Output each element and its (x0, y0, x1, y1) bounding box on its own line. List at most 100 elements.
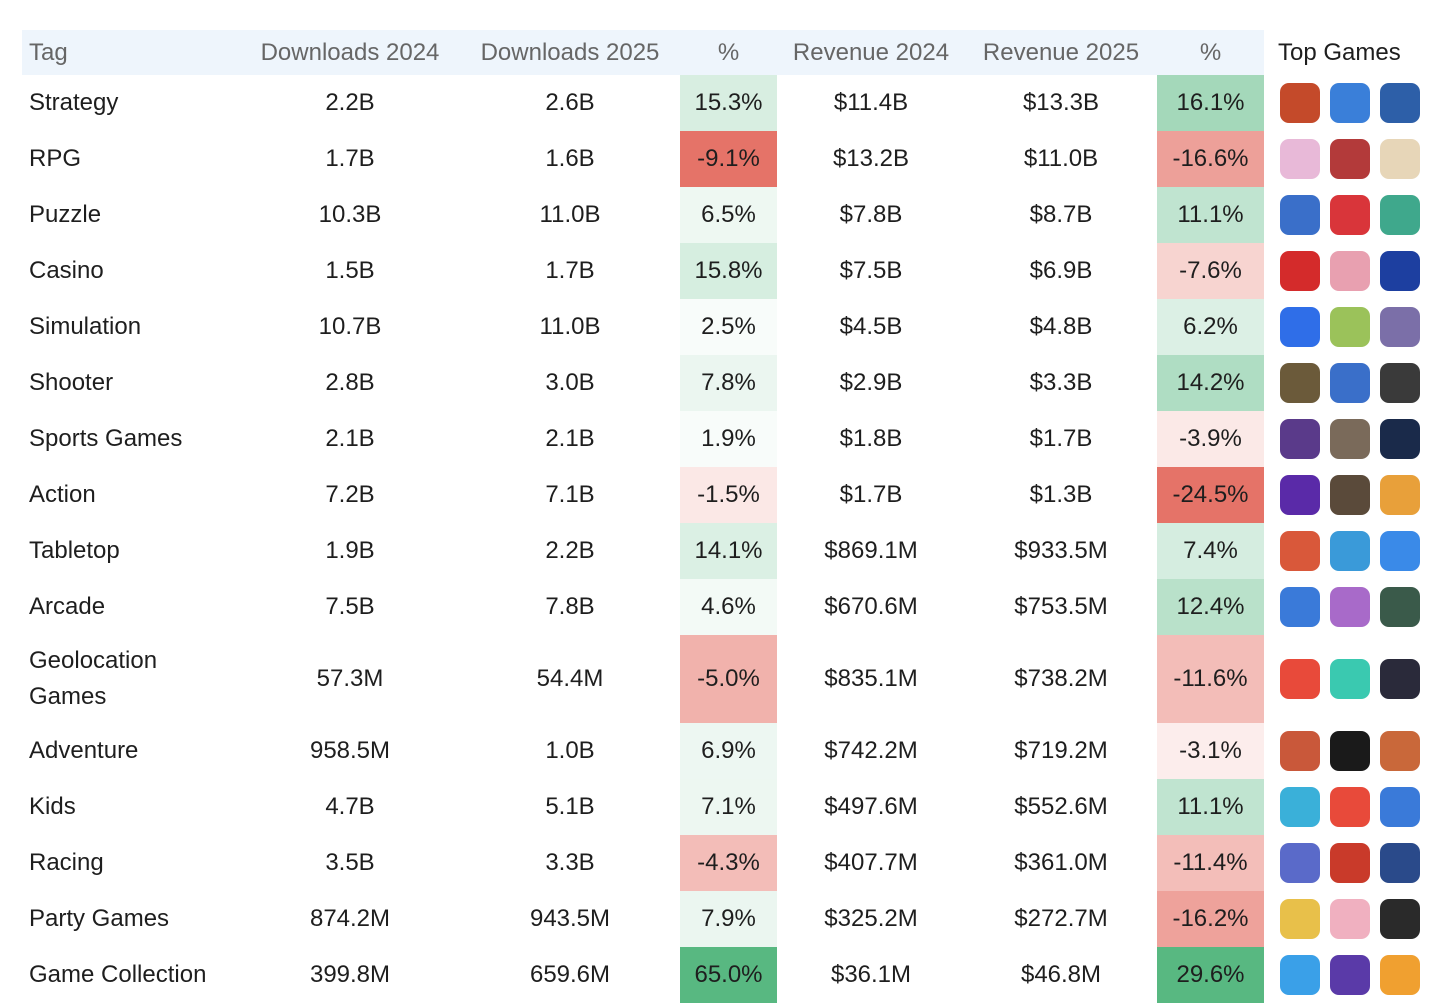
value-cell: 7.5B (325, 593, 375, 620)
value-cell: 2.1B (325, 425, 375, 452)
icon-row (1280, 587, 1429, 627)
icon-row (1280, 195, 1429, 235)
table-row: Arcade 7.5B 7.8B 4.6% $670.6M $753.5M 12.4% (22, 579, 1429, 635)
value-cell: 5.1B (545, 793, 595, 820)
tag-cell: Casino (22, 243, 240, 299)
game-icon (1280, 955, 1320, 995)
header-cell: Downloads 2024 (240, 30, 460, 75)
top-games-cell (1264, 523, 1429, 579)
value-cell: 1.9B (325, 537, 375, 564)
top-games-cell (1264, 187, 1429, 243)
tag-text: Action (29, 481, 96, 508)
icon-row (1280, 307, 1429, 347)
value-cell: 7.8B (545, 593, 595, 620)
page: {"table": { "header": ["Tag", "Downloads… (22, 30, 1429, 1003)
header-cell: % (1157, 30, 1264, 75)
value-cell: $325.2M (824, 905, 918, 932)
tag-text: Adventure (29, 737, 139, 764)
value-cell: 659.6M (529, 961, 611, 988)
game-icon (1280, 307, 1320, 347)
value-cell: 15.8% (680, 243, 777, 299)
game-icon (1330, 139, 1370, 179)
value-cell: $742.2M (824, 737, 918, 764)
value-cell: $552.6M (1014, 793, 1108, 820)
icon-row (1280, 419, 1429, 459)
top-games-cell (1264, 355, 1429, 411)
game-icon (1380, 531, 1420, 571)
table-row: Kids 4.7B 5.1B 7.1% $497.6M $552.6M 11.1% (22, 779, 1429, 835)
tag-cell: RPG (22, 131, 240, 187)
game-icon (1330, 587, 1370, 627)
top-games-cell (1264, 243, 1429, 299)
value-cell: 10.3B (318, 201, 382, 228)
value-cell: 1.6B (545, 145, 595, 172)
table-row: Party Games 874.2M 943.5M 7.9% $325.2M $272.7… (22, 891, 1429, 947)
table-row: Casino 1.5B 1.7B 15.8% $7.5B $6.9B -7.6% (22, 243, 1429, 299)
tag-cell: Sports Games (22, 411, 240, 467)
value-cell: $4.5B (839, 313, 903, 340)
table-row: Strategy 2.2B 2.6B 15.3% $11.4B $13.3B 16.1% (22, 75, 1429, 131)
game-icon (1330, 475, 1370, 515)
tag-cell: Shooter (22, 355, 240, 411)
game-icon (1380, 363, 1420, 403)
icon-row (1280, 731, 1429, 771)
value-cell: 1.7B (545, 257, 595, 284)
value-cell: 6.9% (680, 723, 777, 779)
game-icon (1380, 731, 1420, 771)
game-icon (1380, 955, 1420, 995)
game-icon (1330, 419, 1370, 459)
header-cell: Top Games (1264, 30, 1429, 75)
game-icon (1330, 899, 1370, 939)
game-icon (1280, 251, 1320, 291)
game-icon (1280, 363, 1320, 403)
value-cell: 3.0B (545, 369, 595, 396)
value-cell: -11.4% (1157, 835, 1264, 891)
value-cell: 2.8B (325, 369, 375, 396)
game-icon (1280, 731, 1320, 771)
tag-text: Strategy (29, 89, 119, 116)
game-icon (1330, 787, 1370, 827)
value-cell: 11.0B (539, 313, 601, 340)
value-cell: $1.7B (1029, 425, 1093, 452)
game-icon (1330, 731, 1370, 771)
value-cell: 1.7B (325, 145, 375, 172)
value-cell: $3.3B (1029, 369, 1093, 396)
table-row: RPG 1.7B 1.6B -9.1% $13.2B $11.0B -16.6% (22, 131, 1429, 187)
tag-text: Geolocation Games (29, 647, 158, 710)
tag-cell: Tabletop (22, 523, 240, 579)
top-games-cell (1264, 835, 1429, 891)
icon-row (1280, 787, 1429, 827)
value-cell: 3.3B (545, 849, 595, 876)
value-cell: 7.1B (545, 481, 595, 508)
table-row: Action 7.2B 7.1B -1.5% $1.7B $1.3B -24.5% (22, 467, 1429, 523)
value-cell: $1.3B (1029, 481, 1093, 508)
value-cell: 943.5M (529, 905, 611, 932)
game-icon (1380, 475, 1420, 515)
value-cell: $1.8B (839, 425, 903, 452)
value-cell: $6.9B (1029, 257, 1093, 284)
value-cell: 958.5M (309, 737, 391, 764)
value-cell: $361.0M (1014, 849, 1108, 876)
tag-cell: Strategy (22, 75, 240, 131)
top-games-cell (1264, 75, 1429, 131)
game-icon (1380, 659, 1420, 699)
value-cell: $7.8B (839, 201, 903, 228)
top-games-cell (1264, 467, 1429, 523)
value-cell: 1.0B (545, 737, 595, 764)
table-row: Geolocation Games 57.3M 54.4M -5.0% $835.1M $… (22, 635, 1429, 723)
game-icon (1330, 251, 1370, 291)
value-cell: 2.2B (545, 537, 595, 564)
header-cell: Revenue 2025 (965, 30, 1157, 75)
header-row: Tag Downloads 2024 Downloads 2025% Revenue … (22, 30, 1429, 75)
value-cell: $738.2M (1014, 665, 1108, 692)
tag-text: Shooter (29, 369, 114, 396)
game-icon (1380, 195, 1420, 235)
value-cell: 2.1B (545, 425, 595, 452)
value-cell: 7.1% (680, 779, 777, 835)
top-games-cell (1264, 779, 1429, 835)
value-cell: $1.7B (839, 481, 903, 508)
icon-row (1280, 83, 1429, 123)
table-row: Game Collection 399.8M 659.6M 65.0% $36.1M $4… (22, 947, 1429, 1003)
game-icon (1280, 587, 1320, 627)
value-cell: -3.1% (1157, 723, 1264, 779)
